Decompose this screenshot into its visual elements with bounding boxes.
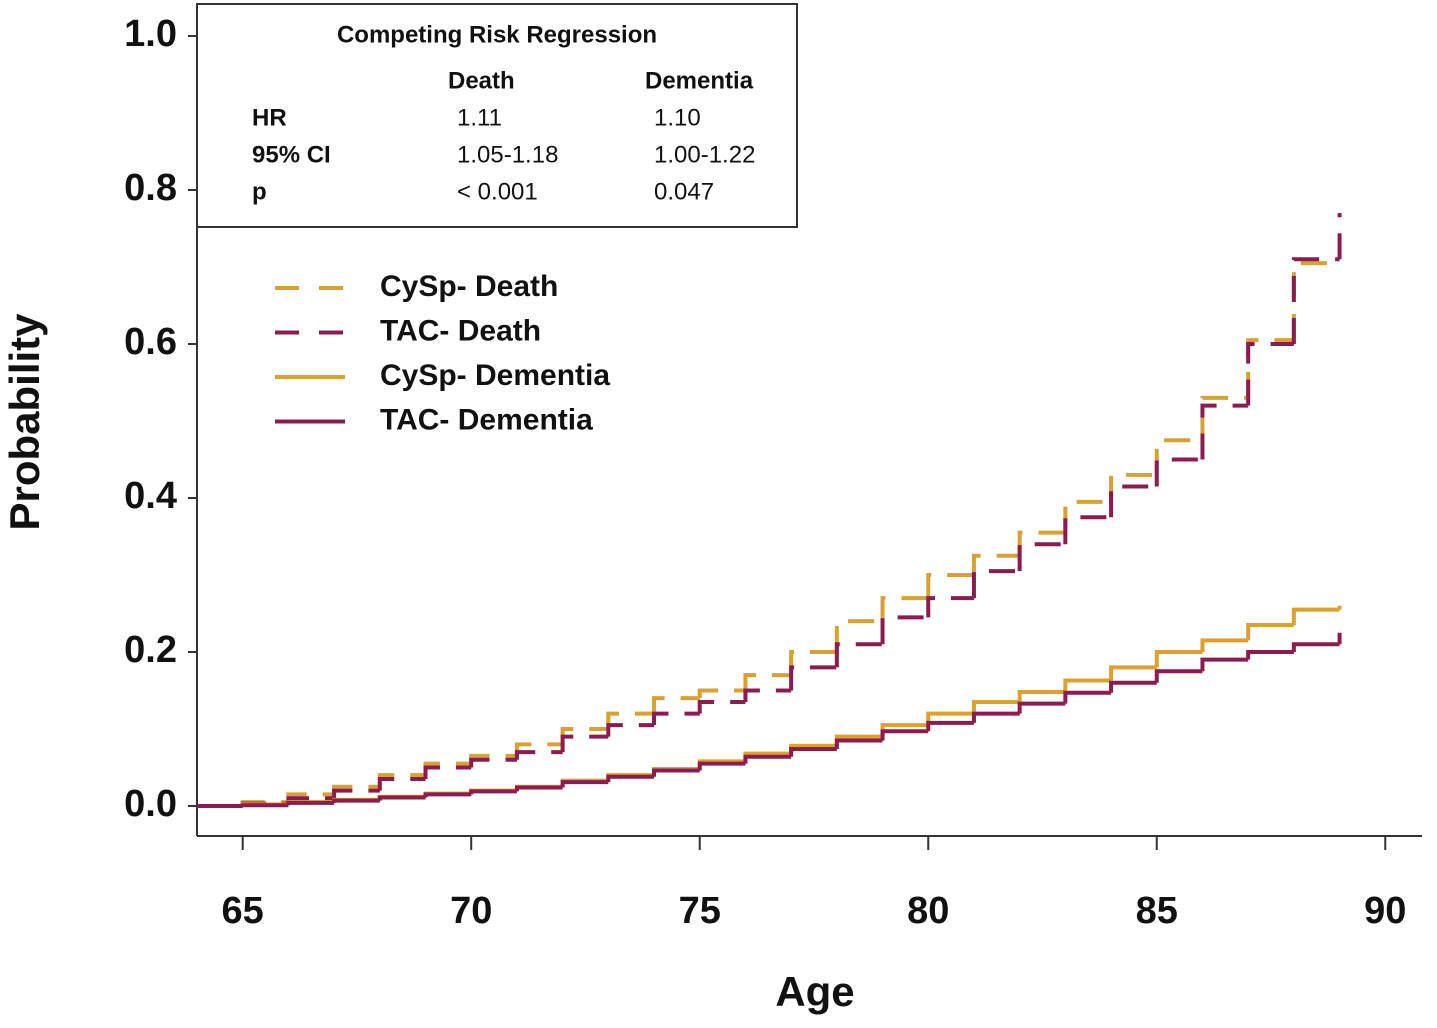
step-segment [834,642,883,668]
step-segment [514,785,563,792]
row-label: HR [252,104,287,131]
step-segment [1154,457,1203,487]
step-segment [1200,403,1249,460]
legend-text: CySp- Death [380,270,558,303]
step-segment [971,711,1020,723]
row-label: p [252,178,267,205]
step-segment [1291,607,1340,626]
step-segment [1154,669,1203,683]
step-segment [1246,623,1294,641]
step-segment [1109,665,1157,681]
x-tick-label: 75 [679,890,721,932]
y-tick-label: 0.0 [124,783,177,825]
legend-text: CySp- Dementia [380,359,610,392]
step-segment [1200,638,1249,652]
step-segment [514,750,563,760]
step-segment [652,696,700,714]
step-segment [652,711,700,726]
step-segment [1063,515,1112,545]
step-segment [926,596,974,618]
table-cell: 1.11 [457,104,502,131]
step-segment [1109,680,1157,693]
x-tick-label: 65 [222,890,264,932]
row-label: 95% CI [252,141,331,168]
step-segment [789,746,837,757]
step-segment [377,777,426,791]
step-segment [606,723,655,737]
legend-text: TAC- Dementia [380,403,593,436]
step-segment [423,765,472,780]
step-segment [1246,649,1294,660]
x-axis-title: Age [775,968,854,1015]
step-segment [1291,642,1340,652]
step-segment [971,700,1020,714]
y-axis-title: Probability [1,313,48,531]
step-segment [1200,395,1249,441]
x-tick-label: 70 [450,890,492,932]
y-tick-label: 1.0 [124,13,177,55]
y-tick-label: 0.2 [124,629,177,671]
x-tick-label: 85 [1136,890,1178,932]
step-segment [971,553,1020,575]
table-title: Competing Risk Regression [337,21,657,48]
step-segment [926,720,974,732]
step-segment [1246,342,1294,406]
step-segment [560,780,609,788]
y-tick-label: 0.8 [124,167,177,209]
step-segment [469,757,517,768]
step-segment [240,803,289,808]
step-segment [560,734,609,753]
table-cell: < 0.001 [457,178,538,205]
step-segment [332,798,380,803]
x-tick-label: 80 [907,890,949,932]
legend-text: TAC- Death [380,314,541,347]
table-header: Dementia [645,67,754,94]
step-segment [1063,678,1112,693]
step-segment [1246,338,1294,398]
table-cell: 0.047 [654,178,714,205]
step-segment [926,572,974,599]
table-cell: 1.05-1.18 [457,141,558,168]
step-segment [789,665,837,691]
step-segment [880,615,929,645]
step-segment [743,688,792,703]
step-segment [743,754,792,764]
step-segment [469,789,517,795]
step-segment [880,729,929,741]
step-segment [697,761,746,771]
step-segment [286,800,335,806]
step-segment [697,700,746,714]
step-segment [743,673,792,691]
step-segment [834,619,883,652]
step-segment [789,649,837,676]
step-segment [1291,257,1340,345]
step-segment [1063,690,1112,704]
step-segment [880,596,929,622]
step-segment [652,768,700,777]
step-segment [332,788,380,799]
step-segment [1017,690,1066,703]
step-segment [1291,261,1340,341]
step-segment [1017,542,1066,572]
table-header: Death [448,67,515,94]
y-tick-label: 0.4 [124,475,177,517]
step-segment [834,738,883,749]
step-segment [1017,701,1066,714]
step-segment [1109,484,1157,518]
step-segment [1154,649,1203,668]
y-tick-label: 0.6 [124,321,177,363]
stats-table-box [196,3,798,228]
table-cell: 1.00-1.22 [654,141,755,168]
table-cell: 1.10 [654,104,701,131]
step-segment [697,688,746,699]
step-segment [971,569,1020,599]
step-segment [1200,657,1249,672]
step-segment [423,792,472,798]
step-segment [377,795,426,801]
step-segment [606,774,655,783]
x-tick-label: 90 [1364,890,1406,932]
